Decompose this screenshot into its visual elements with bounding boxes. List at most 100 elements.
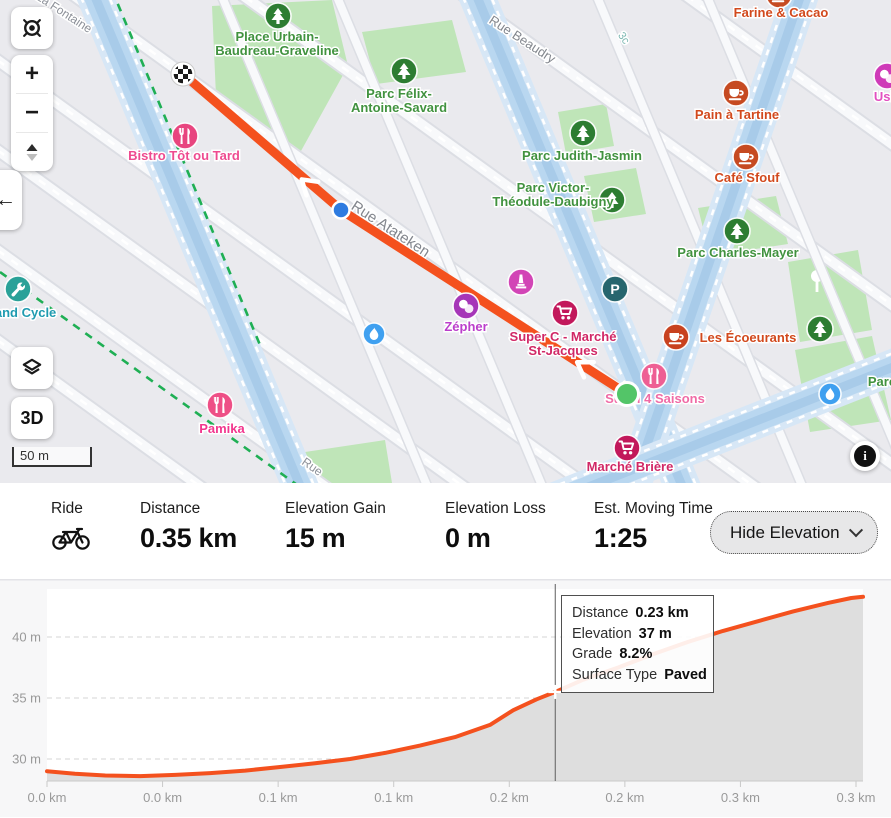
- street-segment: [559, 352, 891, 483]
- map-scale-bar: 50 m: [12, 447, 92, 467]
- hide-elevation-button[interactable]: Hide Elevation: [710, 511, 878, 554]
- pitch-toggle-icon: [26, 144, 38, 161]
- zoom-out-button[interactable]: −: [24, 99, 39, 126]
- activity-mode[interactable]: Ride: [51, 500, 91, 556]
- restaurant-icon: [647, 368, 659, 384]
- stat-est-moving-time: Est. Moving Time 1:25: [594, 500, 713, 554]
- poi-label: Bistro Tôt ou Tard: [128, 148, 240, 163]
- 3d-button[interactable]: 3D: [11, 397, 53, 439]
- poi-marker[interactable]: [601, 275, 629, 303]
- elevation-chart[interactable]: 40 m 35 m 30 m 0.0 km 0.0 km 0.1 km 0.1 km 0.2 …: [0, 581, 891, 818]
- poi-bistro-tot-ou-tard[interactable]: Bistro Tôt ou Tard: [127, 122, 241, 165]
- stat-label: Est. Moving Time: [594, 500, 713, 517]
- poi-cafe-sfouf[interactable]: Café Sfouf: [713, 143, 782, 187]
- x-axis-tick-label: 0.2 km: [490, 790, 529, 805]
- tooltip-value: Paved: [664, 666, 707, 683]
- street-segment: [630, 380, 891, 483]
- locate-button[interactable]: [11, 7, 53, 49]
- cart-icon: [556, 305, 573, 320]
- poi-super-c-marche-st-jacques[interactable]: Super C - Marché St-Jacques: [508, 299, 618, 360]
- tooltip-label: Elevation: [572, 625, 632, 642]
- zoom-in-button[interactable]: +: [24, 60, 39, 87]
- street-segment: [334, 0, 546, 483]
- poi-monument[interactable]: [507, 268, 535, 296]
- poi-place-urbain-baudreau-graveline[interactable]: Place Urbain-Baudreau-Graveline: [214, 2, 340, 60]
- poi-fountain-east[interactable]: [818, 382, 842, 406]
- poi-marker[interactable]: [551, 299, 579, 327]
- poi-label: Café Sfouf: [715, 170, 781, 185]
- drop-icon: [369, 327, 379, 340]
- poi-usine[interactable]: Usi: [872, 62, 891, 106]
- rider-position-marker[interactable]: [331, 200, 351, 220]
- back-panel-button[interactable]: ←: [0, 170, 22, 230]
- cup-icon: [668, 333, 684, 345]
- park-area: [305, 440, 392, 483]
- poi-zepher[interactable]: Zépher: [443, 292, 489, 336]
- street-segment: [109, 0, 315, 483]
- route-stats-bar: Ride Distance 0.35 km Elevation Gain 15 m El…: [0, 483, 891, 580]
- street-segment: [467, 0, 891, 306]
- locate-icon: [23, 19, 41, 37]
- tooltip-row: Distance 0.23 km: [572, 603, 703, 624]
- poi-parc-felix-antoine-savard[interactable]: Parc Félix-Antoine-Savard: [349, 57, 449, 117]
- x-axis-tick-label: 0.1 km: [259, 790, 298, 805]
- map-canvas[interactable]: La Fontaine Rue Beaudry Rue Atateken Rue 3c B…: [0, 0, 891, 483]
- pitch-toggle-button[interactable]: [11, 133, 53, 171]
- poi-marker[interactable]: [171, 122, 199, 150]
- elevation-profile-section[interactable]: 40 m 35 m 30 m 0.0 km 0.0 km 0.1 km 0.1 km 0.2 …: [0, 580, 891, 817]
- tree-icon: [397, 63, 411, 79]
- tooltip-label: Grade: [572, 646, 613, 662]
- tooltip-row: Elevation 37 m: [572, 624, 703, 645]
- layers-icon: [22, 358, 42, 375]
- poi-marche-briere[interactable]: Marché Brière: [585, 434, 675, 476]
- poi-grand-cycle[interactable]: Grand Cycle: [0, 275, 58, 322]
- poi-farine-et-cacao[interactable]: Farine & Cacao: [732, 0, 830, 22]
- poi-pain-a-tartine[interactable]: Pain à Tartine: [693, 79, 781, 124]
- street-segment: [690, 0, 891, 145]
- stat-label: Elevation Loss: [445, 500, 546, 517]
- poi-pamika[interactable]: Pamika: [198, 391, 247, 438]
- bicycle-icon: [52, 527, 90, 550]
- route-finish-marker[interactable]: [170, 61, 196, 87]
- elevation-line: [45, 594, 865, 779]
- poi-label: Parc Félix-Antoine-Savard: [351, 86, 447, 115]
- poi-marker[interactable]: [206, 391, 234, 419]
- poi-fountain-west[interactable]: [362, 322, 386, 346]
- poi-park-tree-east[interactable]: [806, 315, 834, 343]
- hide-elevation-label: Hide Elevation: [730, 522, 840, 542]
- poi-marker[interactable]: [640, 362, 668, 390]
- tree-icon: [605, 192, 619, 208]
- street-segment: [0, 60, 586, 483]
- drop-icon: [825, 387, 835, 400]
- poi-parc-judith-jasmin[interactable]: Parc Judith-Jasmin: [521, 119, 644, 165]
- x-axis-tick-label: 0.2 km: [605, 790, 644, 805]
- zoom-control-group: + −: [11, 55, 53, 171]
- poi-label: Parc Charles-Mayer: [677, 245, 798, 260]
- elevation-tooltip: Distance 0.23 km Elevation 37 m Grade 8.2% Sur…: [561, 595, 714, 693]
- poi-parking[interactable]: P: [601, 275, 629, 303]
- route-start-marker[interactable]: [614, 381, 640, 407]
- attribution-info-button[interactable]: i: [850, 441, 880, 471]
- poi-label: Farine & Cacao: [734, 5, 829, 20]
- layers-button[interactable]: [11, 347, 53, 389]
- poi-parc-charles-mayer[interactable]: Parc Charles-Mayer: [676, 217, 800, 262]
- info-icon: i: [854, 445, 876, 467]
- poi-label: Place Urbain-Baudreau-Graveline: [215, 29, 339, 58]
- poi-parc-east-cut[interactable]: Parc: [866, 373, 891, 391]
- street-segment: [0, 335, 204, 483]
- tooltip-row: Grade 8.2%: [572, 644, 703, 665]
- street-segment: [219, 0, 431, 483]
- poi-label: Parc Judith-Jasmin: [522, 148, 642, 163]
- street-segment: [0, 270, 297, 483]
- poi-marker[interactable]: [613, 434, 641, 462]
- cup-icon: [738, 153, 754, 165]
- stat-value: 0.35 km: [140, 523, 237, 553]
- tooltip-value: 37 m: [638, 625, 672, 642]
- poi-les-ecoeurants[interactable]: Les Écoeurants: [662, 323, 798, 351]
- street-segment: [80, 0, 287, 483]
- y-axis-tick-label: 30 m: [12, 752, 41, 767]
- x-axis-tick-label: 0.3 km: [836, 790, 875, 805]
- poi-parc-victor-theodule-daubigny[interactable]: Parc Victor-Théodule-Daubigny: [491, 179, 626, 214]
- street-segment: [247, 0, 891, 465]
